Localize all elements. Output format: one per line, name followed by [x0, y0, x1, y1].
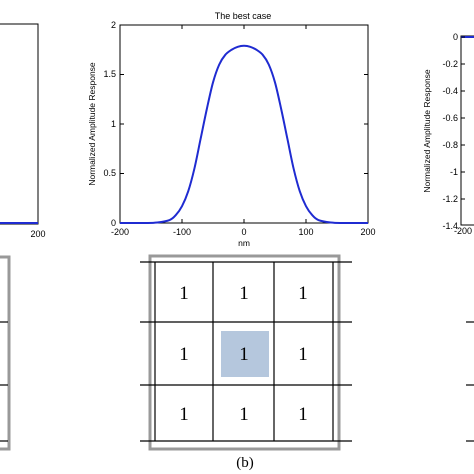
chart-title: The best case [215, 11, 272, 21]
right-y-tick-label: -1.4 [442, 221, 458, 231]
kernel-grid: 1 1 1 1 1 1 1 1 1 (b) [140, 254, 352, 471]
y-tick-label: 2 [111, 20, 116, 30]
left-grid-frame [0, 255, 11, 451]
series-line [119, 44, 369, 225]
y-tick-label: 1.5 [103, 69, 116, 79]
y-tick-marks [120, 24, 368, 224]
x-tick-label: -100 [173, 227, 191, 237]
right-y-axis-label: Normalized Amplitude Response [422, 69, 432, 193]
x-tick-label: -200 [111, 227, 129, 237]
center-plot-frame [119, 24, 369, 224]
right-y-tick-label: -0.8 [442, 140, 458, 150]
y-tick-label: 0 [111, 218, 116, 228]
right-y-tick-label: 0 [453, 32, 458, 42]
left-x-tick-label: 200 [30, 229, 45, 239]
right-y-tick-label: -0.6 [442, 113, 458, 123]
right-x-tick-label: -200 [454, 226, 472, 236]
grid-cell-value: 1 [298, 344, 308, 365]
y-axis-label: Normalized Amplitude Response [87, 62, 97, 186]
grid-cell-value: 1 [179, 344, 189, 365]
grid-cell-value: 1 [298, 283, 308, 304]
x-tick-label: 100 [298, 227, 313, 237]
grid-cell-value: 1 [239, 283, 249, 304]
left-plot-frame [0, 23, 39, 225]
grid-cell-value: 1 [239, 344, 249, 365]
x-tick-label: 200 [360, 227, 375, 237]
x-tick-marks [119, 25, 369, 223]
right-y-tick-label: -0.2 [442, 59, 458, 69]
grid-outer-frame [148, 254, 341, 451]
right-panel: 0 -0.2 -0.4 -0.6 -0.8 -1 -1.2 -1.4 -200 … [422, 32, 474, 442]
left-panel: 200 [0, 23, 46, 451]
highlighted-cell [221, 331, 269, 377]
figure-caption: (b) [236, 455, 254, 471]
right-y-tick-label: -0.4 [442, 86, 458, 96]
grid-cell-value: 1 [239, 404, 249, 425]
grid-cell-value: 1 [179, 404, 189, 425]
grid-cell-value: 1 [298, 404, 308, 425]
center-panel: The best case 0 0.5 1 1.5 2 -200 -100 0 … [87, 11, 376, 248]
right-y-tick-marks [461, 36, 465, 226]
y-tick-label: 0.5 [103, 168, 116, 178]
right-y-tick-label: -1 [450, 167, 458, 177]
right-y-tick-label: -1.2 [442, 194, 458, 204]
grid-cell-value: 1 [179, 283, 189, 304]
x-axis-label: nm [238, 238, 250, 248]
right-plot-frame [460, 35, 474, 226]
y-tick-label: 1 [111, 119, 116, 129]
x-tick-label: 0 [241, 227, 246, 237]
